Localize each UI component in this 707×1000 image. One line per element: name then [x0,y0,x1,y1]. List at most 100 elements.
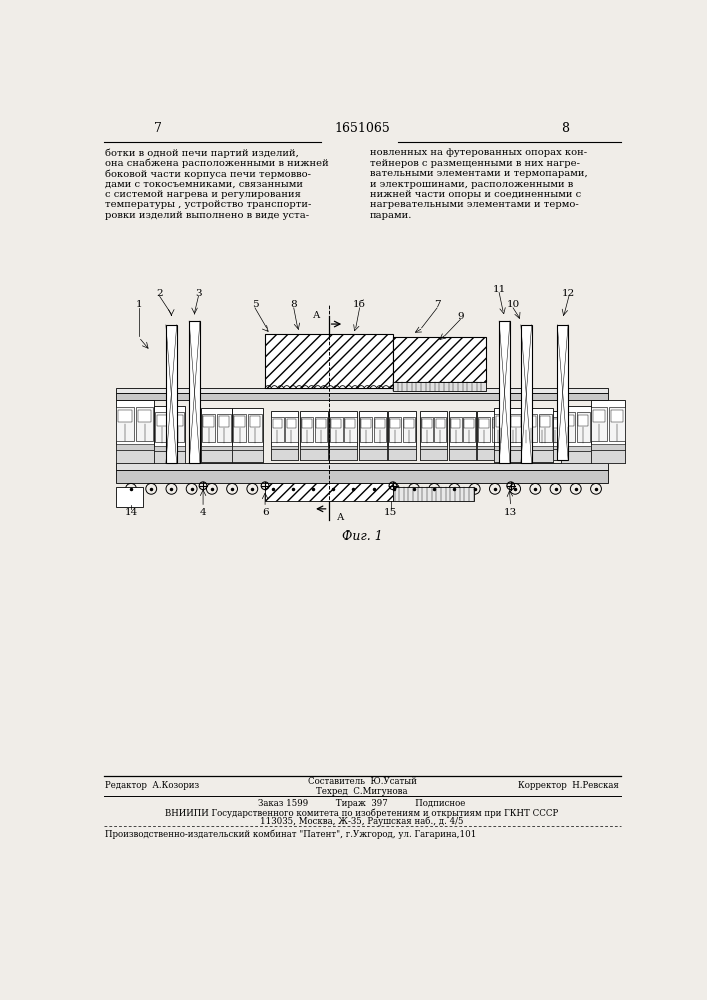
Bar [154,406,185,463]
Bar [232,408,263,462]
Text: 7: 7 [154,122,162,135]
Bar [115,393,607,400]
Bar [478,417,490,442]
Bar [524,414,537,442]
Text: Заказ 1599          Тираж  397          Подписное: Заказ 1599 Тираж 397 Подписное [258,799,466,808]
Bar [523,446,553,450]
Bar [449,446,476,449]
Bar [393,382,486,391]
Bar [155,412,169,442]
Bar [477,449,505,460]
Text: новленных на футерованных опорах кон-: новленных на футерованных опорах кон- [370,148,587,157]
Bar [557,325,568,460]
Bar [404,419,414,428]
Bar [201,408,232,462]
Bar [332,419,341,428]
Bar [316,419,326,428]
Bar [535,417,547,442]
Bar [115,388,607,393]
Bar [449,449,476,460]
Bar [300,446,328,449]
Bar [217,414,231,442]
Bar [499,321,510,463]
Bar [561,406,590,463]
Bar [271,449,298,460]
Text: А: А [313,311,321,320]
Bar [506,411,533,460]
Bar [232,446,263,450]
Bar [273,419,282,428]
Bar [116,487,144,507]
Bar [534,446,562,449]
Bar [463,417,475,442]
Text: 5: 5 [252,300,258,309]
Text: она снабжена расположенными в нижней: она снабжена расположенными в нижней [105,159,329,168]
Text: 3: 3 [195,289,201,298]
Bar [136,407,153,441]
Bar [562,412,575,442]
Bar [549,417,561,442]
Bar [494,414,508,442]
Text: Составитель  Ю.Усатый: Составитель Ю.Усатый [308,777,416,786]
Bar [154,446,185,451]
Text: 1: 1 [136,300,142,309]
Text: А: А [337,513,344,522]
Text: нижней части опоры и соединенными с: нижней части опоры и соединенными с [370,190,581,199]
Bar [359,449,387,460]
Text: дами с токосъемниками, связанными: дами с токосъемниками, связанными [105,180,303,189]
Bar [506,449,533,460]
Bar [116,407,134,441]
Bar [540,416,550,427]
Text: 13: 13 [504,508,518,517]
Bar [300,411,328,460]
Text: температуры , устройство транспорти-: температуры , устройство транспорти- [105,200,312,209]
Bar [115,444,154,450]
Text: 2: 2 [156,289,163,298]
Bar [271,411,298,460]
Bar [138,410,151,422]
Bar [300,417,313,442]
Bar [329,449,357,460]
Bar [265,483,393,501]
Text: 1651065: 1651065 [334,122,390,135]
Bar [250,416,260,427]
Text: Корректор  Н.Ревская: Корректор Н.Ревская [518,781,619,790]
Text: 11: 11 [493,285,506,294]
Text: 6: 6 [262,508,269,517]
Bar [420,446,448,449]
Bar [234,416,245,427]
Bar [115,470,607,483]
Bar [523,450,553,462]
Bar [563,415,573,426]
Text: ровки изделий выполнено в виде уста-: ровки изделий выполнено в виде уста- [105,211,310,220]
Text: 15: 15 [384,508,397,517]
Bar [154,451,185,463]
Bar [525,416,536,427]
Bar [344,417,356,442]
Text: Техред  С.Мигунова: Техред С.Мигунова [316,787,408,796]
Bar [593,410,605,422]
Bar [346,419,355,428]
Text: 9: 9 [457,312,464,321]
Bar [464,419,474,428]
Bar [201,414,216,442]
Bar [561,451,590,463]
Bar [434,417,446,442]
Text: 8: 8 [291,300,297,309]
Bar [393,487,474,501]
Bar [329,411,357,460]
Bar [492,417,504,442]
Bar [493,408,523,462]
Bar [118,410,132,422]
Bar [271,417,284,442]
Bar [590,450,626,463]
Bar [172,415,183,426]
Bar [537,419,547,428]
Bar [248,414,262,442]
Bar [285,417,298,442]
Bar [359,446,387,449]
Bar [436,419,445,428]
Bar [189,321,200,463]
Bar [170,412,185,442]
Text: Фиг. 1: Фиг. 1 [341,530,382,543]
